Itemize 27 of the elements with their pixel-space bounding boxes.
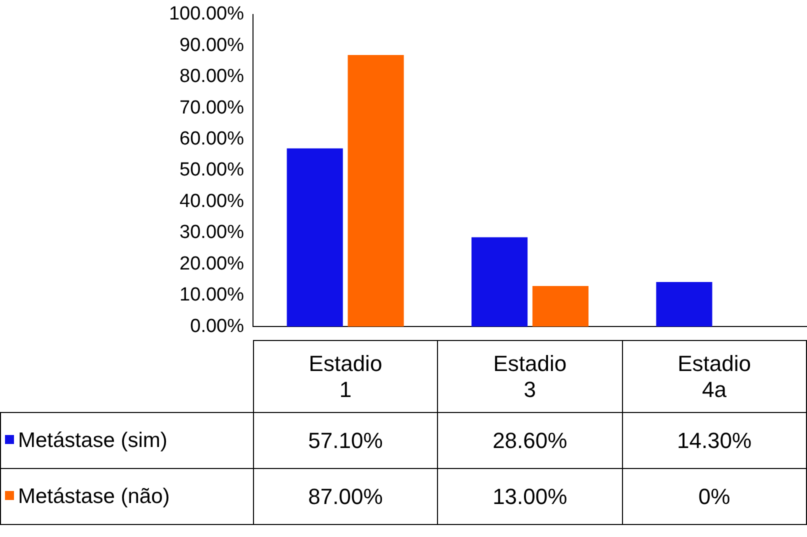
y-tick-label: 60.00%	[180, 128, 244, 150]
y-tick-label: 90.00%	[180, 34, 244, 56]
y-tick-label: 10.00%	[180, 284, 244, 306]
bar	[656, 282, 712, 327]
bar	[286, 148, 343, 327]
data-label: 14.30%	[622, 412, 806, 468]
y-tick-label: 100.00%	[168, 4, 244, 25]
y-tick-label: 30.00%	[180, 222, 244, 244]
y-tick-label: 40.00%	[180, 190, 244, 212]
y-tick-label: 20.00%	[180, 253, 244, 274]
data-label: 87.00%	[253, 468, 438, 524]
legend-label: Metástase (sim)	[0, 412, 254, 468]
bar	[348, 54, 404, 327]
y-tick-label: 0.00%	[190, 316, 244, 337]
bar	[532, 286, 589, 327]
x-tick-label: Estadio 3	[438, 340, 622, 412]
x-tick-label: Estadio 4a	[622, 340, 806, 412]
bar	[472, 237, 528, 327]
data-label: 28.60%	[438, 412, 622, 468]
y-tick-label: 70.00%	[180, 97, 244, 118]
data-label: 0%	[622, 468, 806, 524]
y-tick-label: 50.00%	[180, 160, 244, 181]
legend-label: Metástase (não)	[0, 468, 254, 524]
x-tick-label: Estadio 1	[253, 340, 438, 412]
data-label: 57.10%	[253, 412, 438, 468]
y-tick-label: 80.00%	[180, 66, 244, 88]
data-label: 13.00%	[438, 468, 622, 524]
